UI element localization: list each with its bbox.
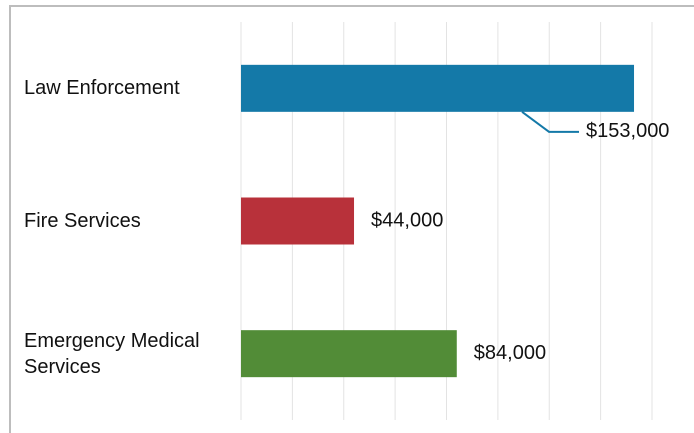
category-label: Emergency Medical Services bbox=[24, 329, 200, 378]
bar bbox=[241, 197, 355, 245]
value-label: $153,000 bbox=[586, 120, 669, 142]
category-label: Law Enforcement bbox=[24, 77, 180, 100]
bar bbox=[241, 64, 635, 112]
frame bbox=[9, 5, 694, 433]
bar bbox=[241, 330, 457, 378]
value-label: $84,000 bbox=[474, 342, 546, 364]
leader-line bbox=[521, 111, 580, 133]
category-label: Fire Services bbox=[24, 210, 141, 232]
value-label: $44,000 bbox=[371, 209, 443, 231]
